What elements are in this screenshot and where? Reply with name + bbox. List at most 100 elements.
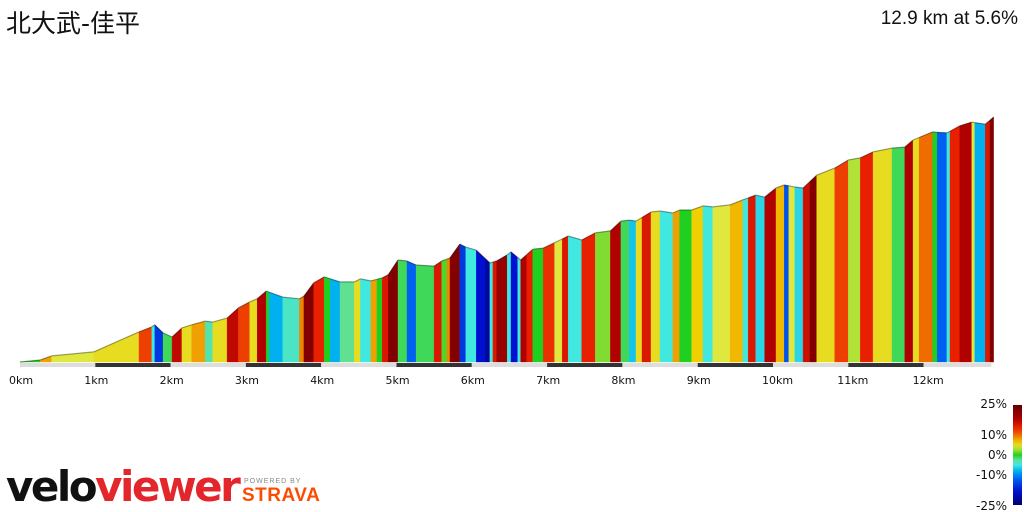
profile-segment[interactable] — [162, 332, 173, 363]
profile-segment[interactable] — [860, 151, 874, 363]
profile-segment[interactable] — [918, 131, 933, 363]
profile-segment[interactable] — [257, 290, 267, 363]
profile-segment[interactable] — [299, 295, 305, 363]
profile-segment[interactable] — [834, 159, 849, 363]
profile-segment[interactable] — [526, 248, 533, 363]
profile-segment[interactable] — [496, 254, 508, 363]
profile-segment[interactable] — [510, 251, 518, 363]
profile-segment[interactable] — [562, 235, 569, 363]
profile-segment[interactable] — [691, 205, 704, 363]
profile-segment[interactable] — [339, 281, 355, 363]
strava-logo[interactable]: STRAVA — [242, 485, 321, 506]
profile-segment[interactable] — [388, 259, 399, 363]
profile-segment[interactable] — [266, 290, 270, 363]
profile-segment[interactable] — [269, 291, 283, 363]
profile-segment[interactable] — [446, 257, 451, 363]
profile-segment[interactable] — [912, 137, 920, 363]
profile-segment[interactable] — [816, 167, 835, 363]
profile-segment[interactable] — [415, 264, 435, 363]
profile-segment[interactable] — [465, 246, 477, 363]
profile-segment[interactable] — [775, 184, 785, 363]
profile-segment[interactable] — [989, 116, 994, 363]
profile-segment[interactable] — [406, 260, 417, 363]
profile-segment[interactable] — [620, 219, 630, 363]
profile-segment[interactable] — [543, 242, 555, 363]
profile-segment[interactable] — [204, 320, 214, 363]
profile-segment-edge — [93, 331, 140, 353]
profile-segment[interactable] — [181, 324, 192, 363]
profile-segment[interactable] — [764, 187, 777, 363]
profile-segment[interactable] — [595, 230, 611, 363]
profile-segment[interactable] — [554, 238, 563, 363]
profile-segment[interactable] — [459, 243, 466, 363]
profile-segment[interactable] — [891, 146, 905, 363]
profile-segment[interactable] — [679, 209, 692, 363]
profile-segment[interactable] — [520, 254, 527, 363]
profile-segment-edge — [848, 157, 861, 161]
profile-segment[interactable] — [641, 211, 652, 363]
profile-segment[interactable] — [659, 210, 674, 363]
profile-segment[interactable] — [848, 157, 861, 363]
profile-segment[interactable] — [382, 274, 389, 363]
profile-segment[interactable] — [397, 259, 408, 363]
profile-segment[interactable] — [360, 278, 372, 363]
profile-segment[interactable] — [93, 331, 140, 363]
profile-segment[interactable] — [517, 257, 521, 363]
profile-segment[interactable] — [672, 209, 680, 363]
profile-segment[interactable] — [809, 174, 817, 363]
profile-segment[interactable] — [191, 320, 206, 363]
profile-segment[interactable] — [449, 243, 460, 363]
profile-segment[interactable] — [872, 147, 893, 363]
profile-segment[interactable] — [784, 184, 789, 363]
profile-segment[interactable] — [370, 279, 378, 363]
profile-segment[interactable] — [937, 132, 948, 363]
profile-segment[interactable] — [313, 276, 325, 363]
profile-segment[interactable] — [742, 197, 749, 363]
profile-segment[interactable] — [532, 247, 544, 363]
profile-segment[interactable] — [729, 199, 744, 363]
profile-segment[interactable] — [581, 232, 596, 363]
profile-segment-edge — [946, 130, 951, 134]
profile-segment[interactable] — [650, 210, 661, 363]
profile-segment[interactable] — [376, 277, 383, 363]
profile-segment[interactable] — [971, 121, 975, 363]
profile-segment[interactable] — [485, 258, 491, 363]
profile-segment[interactable] — [249, 298, 258, 363]
profile-segment[interactable] — [610, 220, 622, 363]
profile-segment[interactable] — [949, 125, 960, 363]
profile-segment[interactable] — [712, 204, 731, 363]
profile-segment[interactable] — [238, 301, 250, 363]
profile-segment[interactable] — [492, 260, 497, 363]
profile-segment[interactable] — [635, 217, 643, 363]
profile-segment[interactable] — [959, 121, 972, 363]
profile-segment[interactable] — [629, 219, 637, 363]
profile-segment[interactable] — [441, 258, 448, 363]
profile-segment[interactable] — [507, 251, 512, 363]
profile-segment[interactable] — [354, 278, 361, 363]
profile-segment[interactable] — [154, 324, 164, 363]
profile-segment[interactable] — [324, 276, 331, 363]
profile-segment[interactable] — [985, 119, 991, 363]
profile-segment[interactable] — [904, 139, 914, 363]
profile-segment[interactable] — [946, 130, 951, 363]
profile-segment[interactable] — [802, 181, 811, 363]
profile-segment[interactable] — [974, 122, 986, 363]
profile-segment[interactable] — [932, 131, 938, 363]
profile-segment[interactable] — [433, 260, 442, 363]
legend-label: 10% — [980, 428, 1007, 442]
profile-segment[interactable] — [489, 261, 494, 363]
profile-segment[interactable] — [788, 185, 795, 363]
profile-segment[interactable] — [794, 186, 804, 363]
profile-segment[interactable] — [702, 205, 713, 363]
profile-segment[interactable] — [151, 324, 156, 363]
profile-segment[interactable] — [568, 235, 582, 363]
profile-segment[interactable] — [755, 194, 765, 363]
profile-segment[interactable] — [330, 278, 341, 363]
veloviewer-logo[interactable]: veloviewer — [6, 462, 241, 511]
profile-segment[interactable] — [138, 326, 153, 363]
profile-segment[interactable] — [748, 194, 756, 363]
profile-segment[interactable] — [476, 249, 486, 363]
profile-segment-edge — [532, 247, 544, 250]
profile-segment[interactable] — [282, 296, 300, 363]
profile-segment[interactable] — [212, 317, 228, 363]
